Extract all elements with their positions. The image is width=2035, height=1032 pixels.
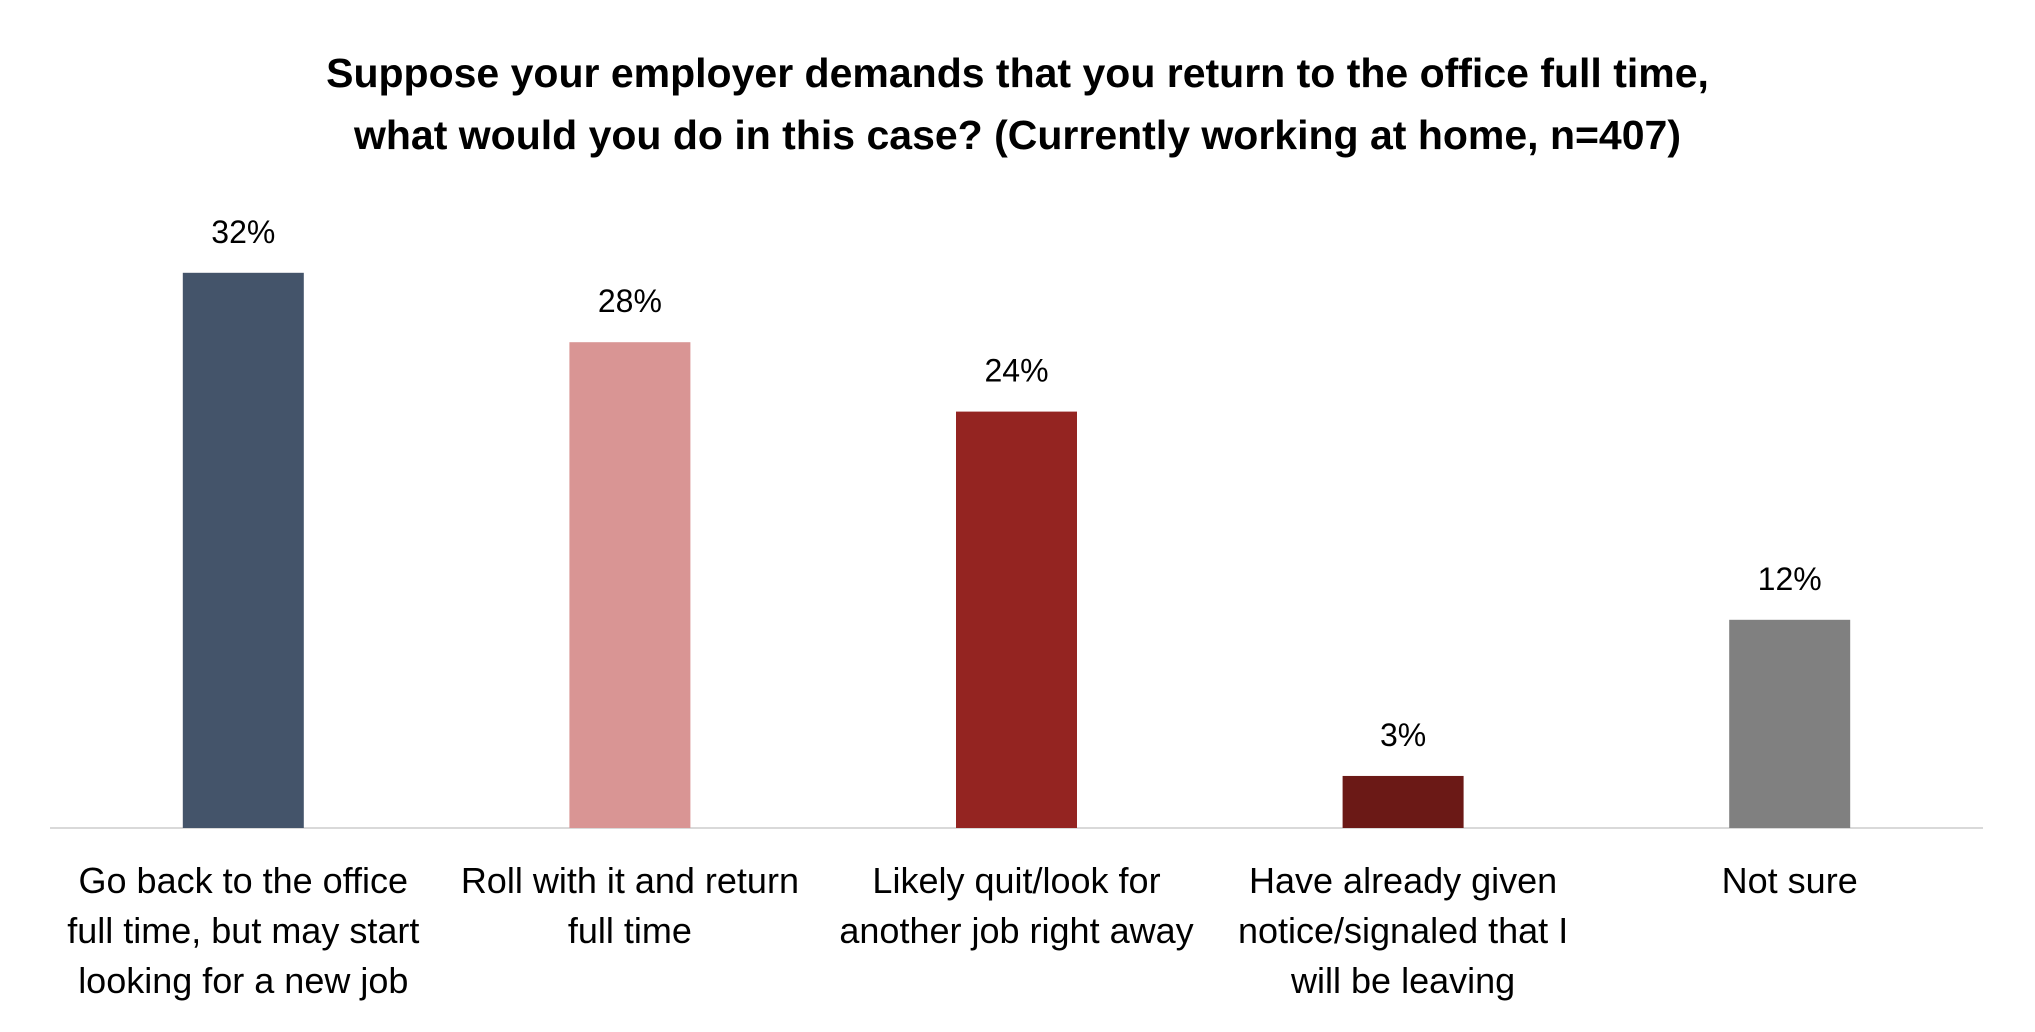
value-label-4: 3% <box>1380 717 1426 753</box>
bar-3 <box>956 411 1077 828</box>
category-label-1-line-1: Go back to the office <box>79 860 409 901</box>
value-label-5: 12% <box>1758 561 1822 597</box>
category-label-5-line-1: Not sure <box>1722 860 1858 901</box>
category-label-1: Go back to the office full time, but may … <box>67 860 419 1001</box>
bar-2 <box>569 342 691 828</box>
chart-title-line-1: Suppose your employer demands that you r… <box>326 50 1709 96</box>
category-label-2: Roll with it and return full time <box>461 860 799 951</box>
bar-5 <box>1729 619 1851 828</box>
chart-title-line-2: what would you do in this case? (Current… <box>354 112 1681 158</box>
category-label-4: Have already given notice/signaled that I… <box>1238 860 1568 1001</box>
category-label-5: Not sure <box>1722 860 1858 901</box>
bar-4 <box>1342 775 1464 828</box>
bar-1 <box>182 272 304 828</box>
chart-title: Suppose your employer demands that you r… <box>0 42 2035 166</box>
category-label-1-line-2: full time, but may start <box>67 910 419 951</box>
value-label-2: 28% <box>598 283 662 319</box>
category-label-2-line-2: full time <box>568 910 692 951</box>
category-label-2-line-1: Roll with it and return <box>461 860 799 901</box>
category-label-4-line-3: will be leaving <box>1290 960 1515 1001</box>
category-label-4-line-2: notice/signaled that I <box>1238 910 1568 951</box>
category-label-3: Likely quit/look for another job right aw… <box>839 860 1193 951</box>
category-label-4-line-1: Have already given <box>1249 860 1557 901</box>
category-label-3-line-2: another job right away <box>839 910 1193 951</box>
value-label-3: 24% <box>984 353 1048 389</box>
category-label-3-line-1: Likely quit/look for <box>872 860 1160 901</box>
value-label-1: 32% <box>211 214 275 250</box>
category-label-1-line-3: looking for a new job <box>78 960 408 1001</box>
